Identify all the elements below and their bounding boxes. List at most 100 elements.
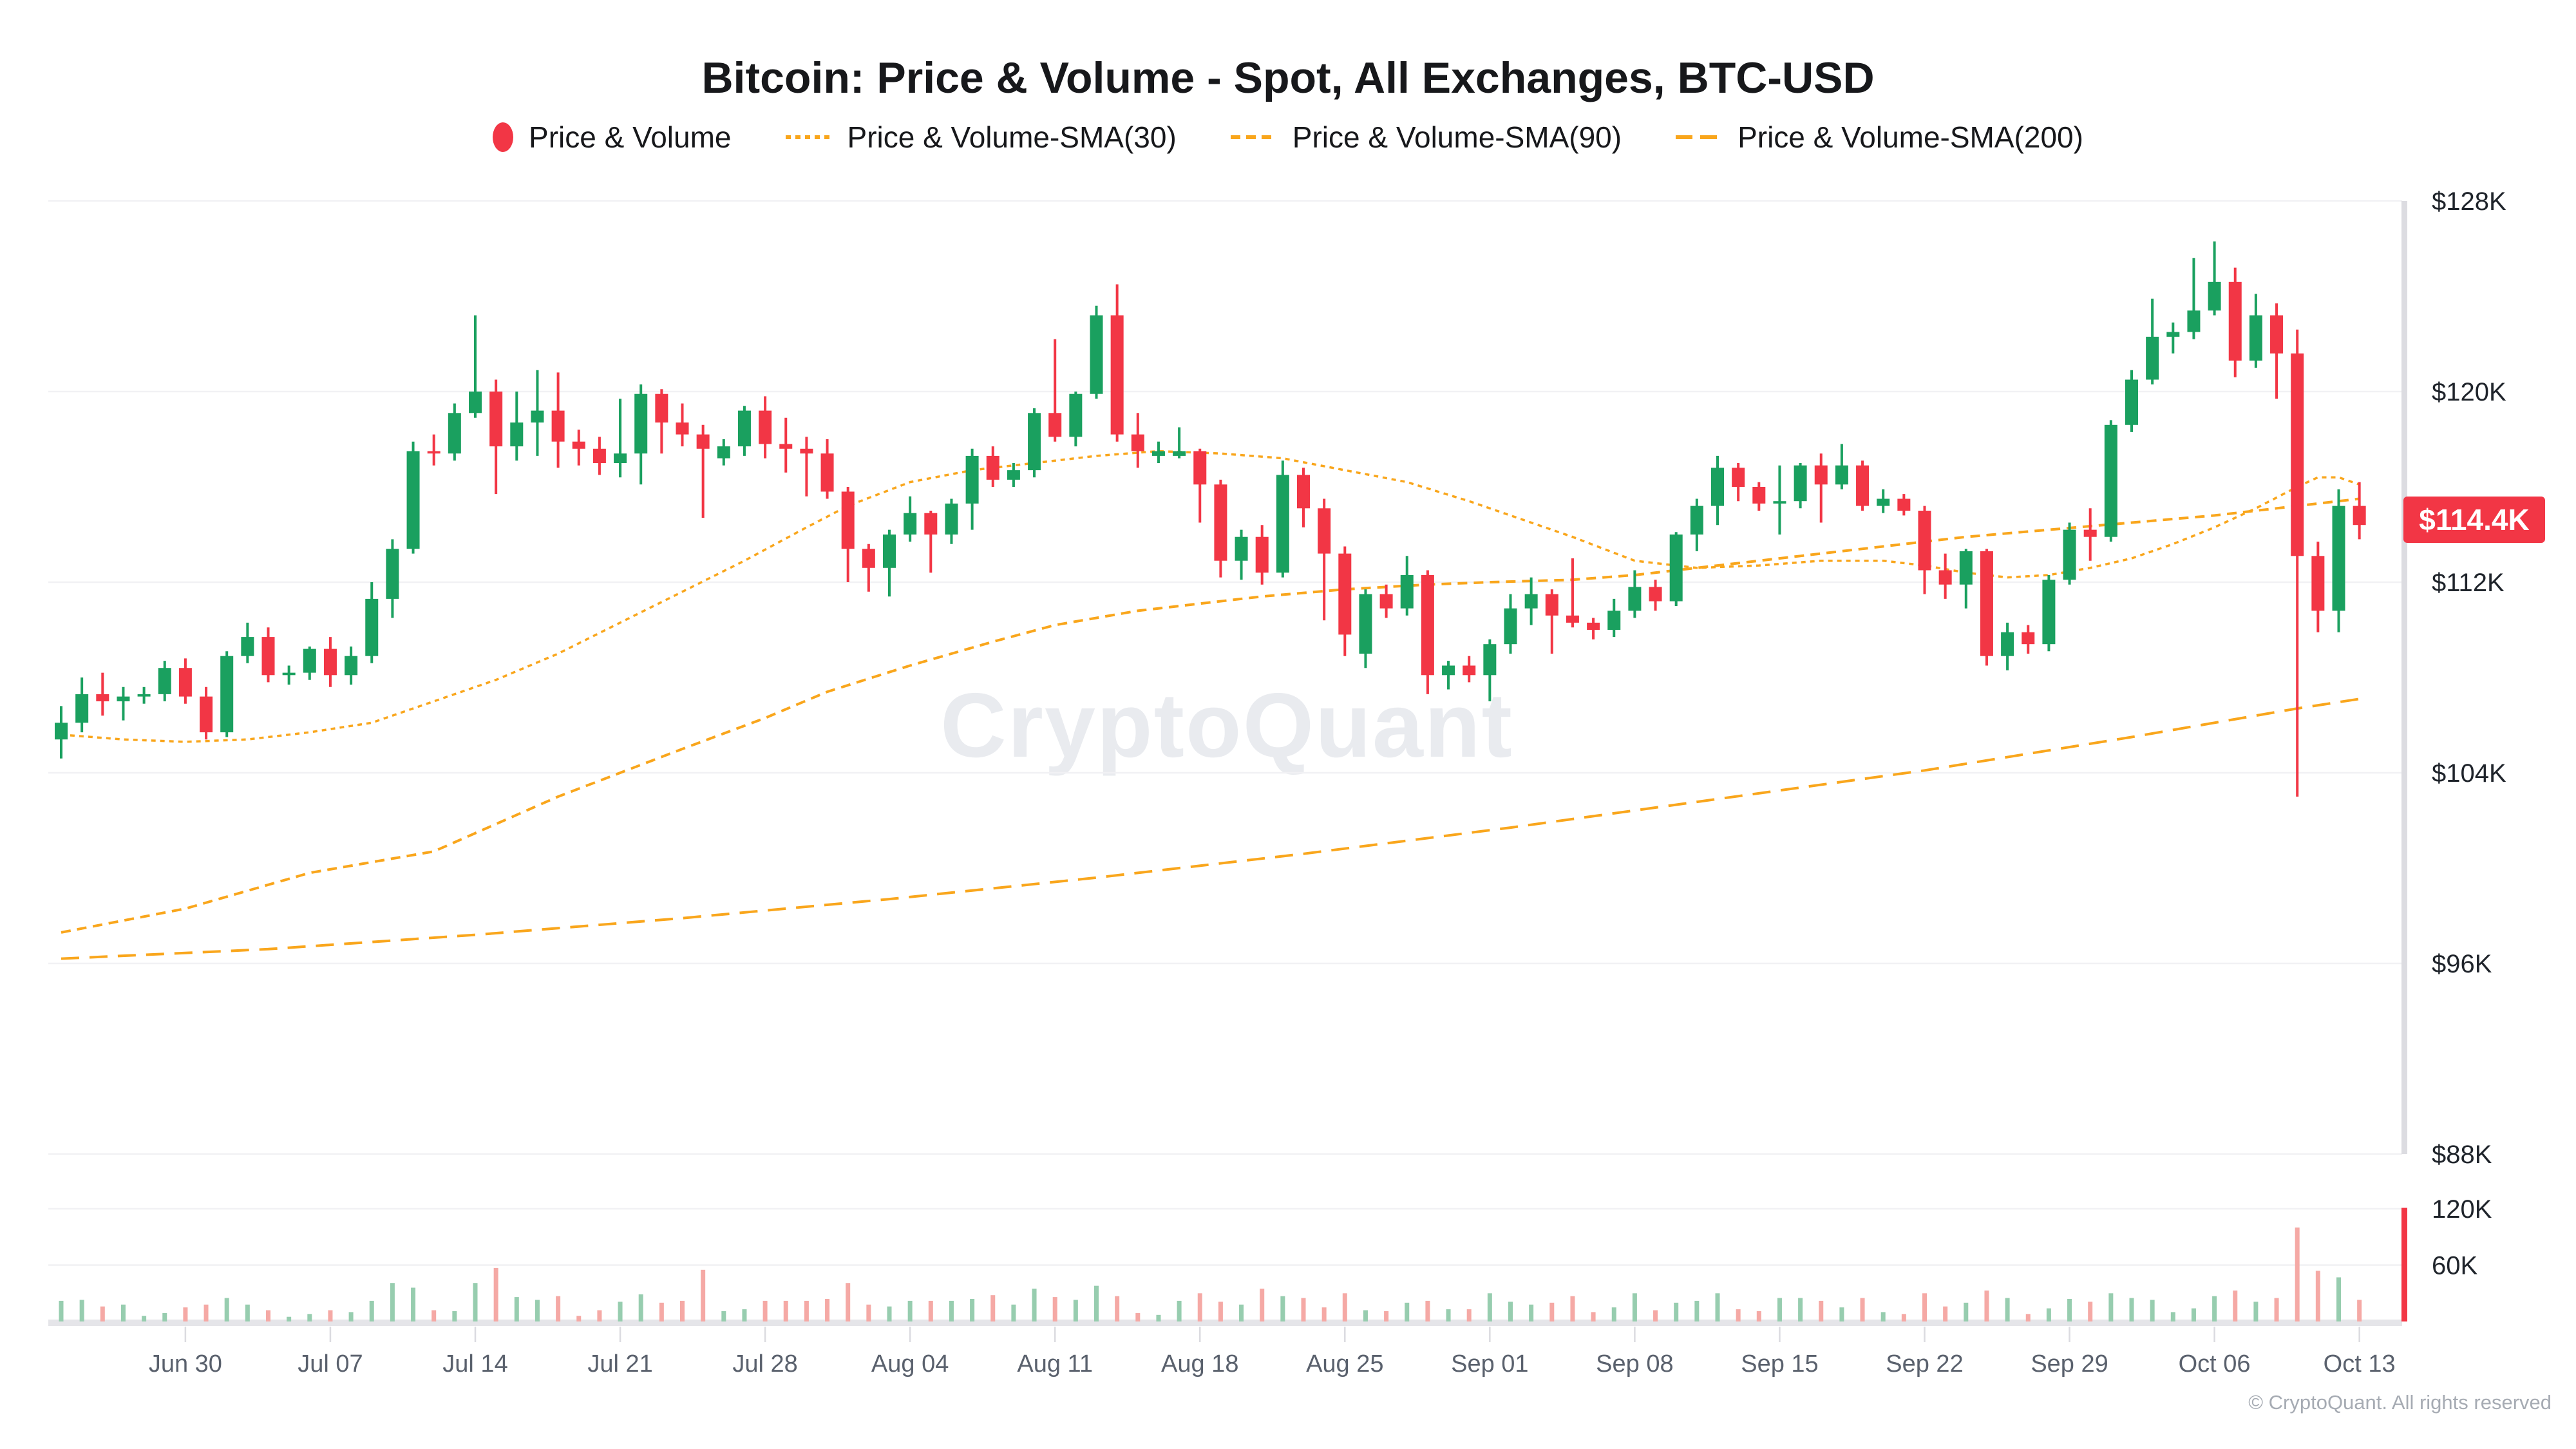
- candle-sep-07[interactable]: [1607, 598, 1621, 638]
- candle-jun-29[interactable]: [158, 661, 171, 701]
- candle-sep-27[interactable]: [2022, 625, 2035, 654]
- candle-aug-10[interactable]: [1028, 408, 1041, 478]
- legend-item-price-volume[interactable]: Price & Volume: [493, 120, 732, 155]
- candle-aug-08[interactable]: [986, 446, 999, 487]
- candle-sep-25[interactable]: [1980, 549, 1993, 666]
- candle-oct-09[interactable]: [2270, 303, 2284, 399]
- candle-sep-02[interactable]: [1504, 594, 1517, 654]
- candle-jul-30[interactable]: [800, 437, 813, 497]
- candle-sep-03[interactable]: [1524, 577, 1538, 625]
- candle-jul-22[interactable]: [634, 384, 648, 485]
- candle-aug-01[interactable]: [841, 487, 855, 582]
- sma-30-line[interactable]: [61, 450, 2360, 743]
- candle-sep-06[interactable]: [1587, 618, 1600, 639]
- candle-jul-24[interactable]: [676, 403, 689, 447]
- candle-aug-19[interactable]: [1214, 479, 1227, 578]
- candle-sep-17[interactable]: [1814, 453, 1828, 523]
- candle-oct-12[interactable]: [2332, 489, 2345, 632]
- candle-oct-05[interactable]: [2187, 258, 2201, 339]
- candle-jul-18[interactable]: [551, 372, 565, 468]
- candle-jul-13[interactable]: [448, 403, 461, 461]
- candle-aug-11[interactable]: [1048, 339, 1062, 442]
- candle-jun-30[interactable]: [178, 658, 192, 704]
- candle-aug-09[interactable]: [1007, 463, 1020, 487]
- candle-sep-24[interactable]: [1959, 549, 1973, 609]
- candle-sep-15[interactable]: [1773, 465, 1786, 535]
- candle-jul-09[interactable]: [365, 582, 379, 663]
- candle-sep-22[interactable]: [1918, 506, 1931, 594]
- candle-jul-27[interactable]: [737, 406, 751, 456]
- candle-jul-03[interactable]: [241, 622, 254, 663]
- candle-aug-13[interactable]: [1090, 305, 1103, 399]
- candle-jul-07[interactable]: [323, 637, 337, 687]
- candle-jul-31[interactable]: [820, 439, 834, 499]
- candle-jul-06[interactable]: [303, 646, 316, 680]
- candle-aug-18[interactable]: [1193, 448, 1207, 523]
- candle-aug-24[interactable]: [1318, 498, 1331, 621]
- candle-jul-14[interactable]: [469, 315, 482, 418]
- legend-item-sma30[interactable]: Price & Volume-SMA(30): [785, 120, 1177, 155]
- candle-sep-14[interactable]: [1752, 482, 1766, 511]
- candle-oct-08[interactable]: [2249, 294, 2262, 368]
- candle-aug-23[interactable]: [1297, 468, 1310, 527]
- candle-aug-12[interactable]: [1069, 392, 1083, 447]
- candle-aug-05[interactable]: [924, 511, 938, 573]
- sma-200-line[interactable]: [61, 697, 2360, 960]
- candle-sep-01[interactable]: [1483, 639, 1497, 701]
- candlestick-series[interactable]: [55, 241, 2366, 797]
- legend-item-sma200[interactable]: Price & Volume-SMA(200): [1676, 120, 2083, 155]
- candle-oct-03[interactable]: [2146, 298, 2159, 384]
- candle-aug-30[interactable]: [1442, 661, 1455, 690]
- candle-aug-14[interactable]: [1110, 284, 1124, 442]
- candle-sep-11[interactable]: [1690, 498, 1703, 551]
- candle-jul-15[interactable]: [489, 379, 503, 495]
- candle-sep-21[interactable]: [1897, 494, 1911, 516]
- candle-jul-10[interactable]: [386, 539, 399, 618]
- candle-jul-26[interactable]: [717, 439, 730, 466]
- candle-aug-22[interactable]: [1276, 460, 1289, 578]
- candle-oct-04[interactable]: [2166, 322, 2180, 354]
- candle-jul-23[interactable]: [655, 389, 668, 454]
- candle-jun-24[interactable]: [55, 706, 68, 759]
- candle-jul-19[interactable]: [572, 430, 585, 466]
- candle-aug-07[interactable]: [965, 448, 979, 530]
- candle-jul-05[interactable]: [282, 665, 296, 685]
- candle-jul-21[interactable]: [614, 399, 627, 478]
- candle-oct-07[interactable]: [2228, 267, 2242, 377]
- candle-oct-11[interactable]: [2311, 542, 2325, 632]
- candle-aug-28[interactable]: [1400, 556, 1414, 616]
- candle-sep-13[interactable]: [1732, 463, 1745, 502]
- candle-jul-29[interactable]: [779, 417, 793, 473]
- candle-sep-12[interactable]: [1711, 455, 1724, 526]
- candle-jul-08[interactable]: [345, 646, 358, 685]
- candle-aug-17[interactable]: [1173, 427, 1186, 459]
- candle-jul-16[interactable]: [510, 392, 524, 461]
- candle-sep-09[interactable]: [1649, 580, 1662, 611]
- candle-jul-04[interactable]: [261, 627, 275, 683]
- candle-jun-28[interactable]: [137, 687, 151, 704]
- candle-jul-11[interactable]: [406, 441, 420, 554]
- candle-sep-05[interactable]: [1566, 558, 1579, 628]
- candle-aug-06[interactable]: [945, 498, 958, 544]
- candle-aug-27[interactable]: [1379, 584, 1393, 618]
- candle-sep-08[interactable]: [1628, 570, 1642, 618]
- candle-jun-27[interactable]: [117, 687, 130, 721]
- candle-sep-29[interactable]: [2063, 522, 2076, 585]
- candle-jul-17[interactable]: [531, 370, 544, 456]
- candle-jul-01[interactable]: [200, 687, 213, 740]
- candle-jun-26[interactable]: [96, 672, 109, 716]
- legend-item-sma90[interactable]: Price & Volume-SMA(90): [1230, 120, 1622, 155]
- sma-90-line[interactable]: [61, 497, 2360, 934]
- candle-sep-19[interactable]: [1856, 460, 1870, 511]
- candle-jul-02[interactable]: [220, 651, 234, 737]
- candle-aug-16[interactable]: [1151, 441, 1165, 463]
- candle-sep-18[interactable]: [1835, 444, 1848, 489]
- candle-aug-21[interactable]: [1255, 525, 1269, 585]
- candle-oct-01[interactable]: [2104, 420, 2117, 542]
- candle-sep-04[interactable]: [1545, 589, 1558, 654]
- candle-oct-02[interactable]: [2125, 370, 2138, 432]
- candle-jul-20[interactable]: [592, 437, 606, 475]
- candle-oct-10[interactable]: [2291, 329, 2304, 797]
- candle-aug-15[interactable]: [1131, 413, 1144, 468]
- volume-series[interactable]: [59, 1227, 2362, 1321]
